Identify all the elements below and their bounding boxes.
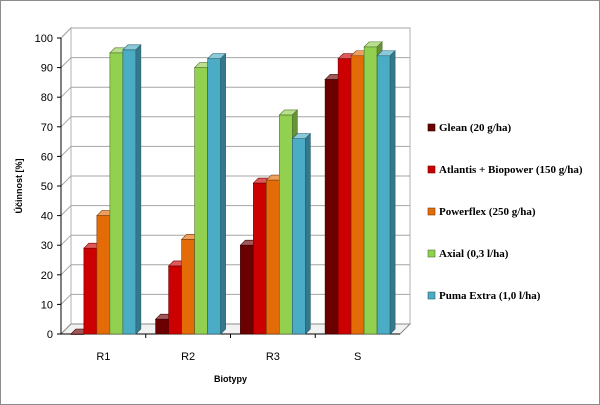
bar-side xyxy=(305,132,311,335)
bar-front xyxy=(240,244,254,335)
bar-front xyxy=(363,46,378,335)
legend-swatch xyxy=(427,165,436,174)
tick-labels: 0 10 20 30 40 50 60 70 80 90 100 R1 R2 R3 S xyxy=(35,33,362,363)
bar xyxy=(122,44,142,335)
bar-front xyxy=(207,58,221,335)
bar xyxy=(376,50,396,335)
bar xyxy=(291,132,312,335)
y-tick-label: 80 xyxy=(41,92,53,104)
x-tick-label: R1 xyxy=(96,351,110,363)
legend-item: Glean (20 g/ha) xyxy=(427,122,511,134)
y-tick-label: 0 xyxy=(47,329,53,341)
legend-label: Atlantis + Biopower (150 g/ha) xyxy=(439,164,583,176)
bar-front xyxy=(253,182,267,335)
bar-front xyxy=(350,55,365,335)
legend-item: Puma Extra (1,0 l/ha) xyxy=(427,290,541,302)
bars xyxy=(70,41,396,335)
legend-item: Powerflex (250 g/ha) xyxy=(427,206,536,218)
bar-front xyxy=(122,49,137,335)
gridline xyxy=(60,57,410,68)
y-tick-label: 20 xyxy=(41,270,53,282)
bar-front xyxy=(181,238,195,335)
y-tick-label: 10 xyxy=(41,299,53,311)
bar-front xyxy=(155,318,169,335)
legend-swatch xyxy=(427,123,436,132)
y-tick-label: 40 xyxy=(41,211,53,223)
bar-front xyxy=(266,179,280,335)
legend: Glean (20 g/ha) Atlantis + Biopower (150 … xyxy=(427,122,583,302)
legend-label: Axial (0,3 l/ha) xyxy=(439,248,509,260)
bar-front xyxy=(83,247,98,335)
bar-front xyxy=(194,67,208,335)
legend-label: Puma Extra (1,0 l/ha) xyxy=(439,290,541,302)
gridline xyxy=(60,86,410,98)
legend-item: Atlantis + Biopower (150 g/ha) xyxy=(427,164,583,176)
gridline xyxy=(60,27,410,39)
bar-front xyxy=(292,138,306,335)
legend-swatch xyxy=(427,207,436,216)
y-tick-label: 70 xyxy=(41,122,53,134)
x-axis-title: Biotypy xyxy=(214,374,247,384)
bar xyxy=(206,52,227,335)
legend-label: Powerflex (250 g/ha) xyxy=(439,206,536,218)
y-tick-label: 30 xyxy=(41,240,53,252)
bar-front xyxy=(279,114,293,335)
x-tick-label: R2 xyxy=(181,351,195,363)
legend-swatch xyxy=(427,291,436,300)
legend-item: Axial (0,3 l/ha) xyxy=(427,248,509,260)
bar-front xyxy=(324,79,339,335)
bar-side xyxy=(220,52,226,335)
x-tick-label: S xyxy=(354,351,361,363)
y-tick-label: 90 xyxy=(41,63,53,75)
y-tick-label: 100 xyxy=(35,33,53,45)
y-tick-label: 50 xyxy=(41,181,53,193)
y-tick-label: 60 xyxy=(41,151,53,163)
bar-side xyxy=(135,44,142,335)
legend-swatch xyxy=(427,249,436,258)
y-axis-title: Účinnost [%] xyxy=(13,158,24,213)
bar-front xyxy=(376,55,391,335)
bar-side xyxy=(389,50,396,335)
legend-label: Glean (20 g/ha) xyxy=(439,122,511,134)
bar-front xyxy=(168,265,182,335)
bar-front xyxy=(109,52,124,335)
bar-front xyxy=(96,215,111,335)
bar-front xyxy=(337,58,352,335)
x-tick-label: R3 xyxy=(266,351,280,363)
